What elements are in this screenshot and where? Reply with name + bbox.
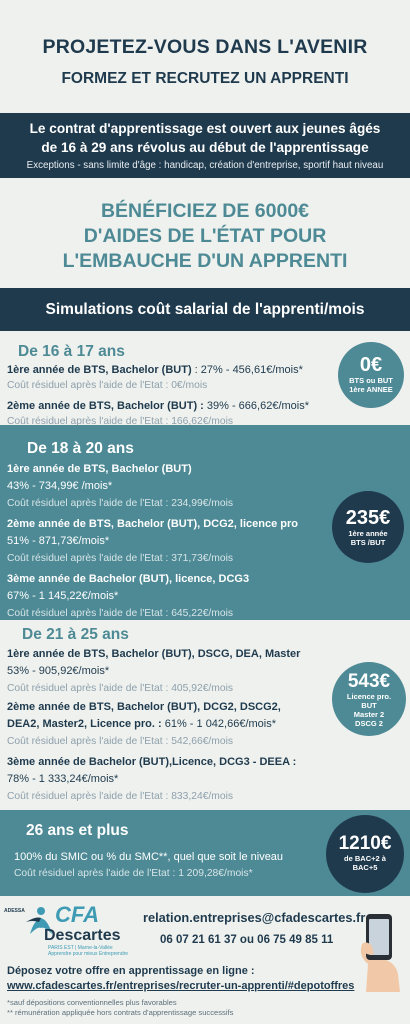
year-2-value: 61% - 1 042,66€/mois* [161,718,277,730]
year-2-line: 2ème année de BTS, Bachelor (BUT) : 39% … [7,400,309,412]
contact-email[interactable]: relation.entreprises@cfadescartes.fr [143,910,366,925]
badge-note: de BAC+2 à [344,854,386,863]
section-16-17: De 16 à 17 ans 1ère année de BTS, Bachel… [0,331,410,427]
badge-amount: 0€ [359,354,383,376]
contact-phone: 06 07 21 61 37 ou 06 75 49 85 11 [160,934,334,946]
year-2-label-b: DEA2, Master2, Licence pro. : [7,718,162,730]
hand-phone-icon [360,914,400,992]
badge-amount: 1210€ [338,833,392,854]
year-3-residual: Coût résiduel après l'aide de l'Etat : 6… [7,608,234,619]
logo-descartes: Descartes [44,927,121,944]
logo-cfa: CFA [55,902,99,927]
cfa-logo-icon [26,907,52,934]
year-2-residual: Coût résiduel après l'aide de l'Etat : 3… [7,553,234,564]
contract-exceptions: Exceptions - sans limite d'âge : handica… [26,160,384,171]
year-2-value: 51% - 871,73€/mois* [7,535,110,547]
badge-amount: 235€ [345,507,391,529]
year-1-label: 1ère année de BTS, Bachelor (BUT) [7,364,192,376]
footer [0,896,410,1024]
page-subtitle: FORMEZ ET RECRUTEZ UN APPRENTI [61,70,349,87]
logo-tagline: PARIS EST | Marne-la-Vallée Apprendre pou… [48,945,128,957]
badge-note: BUT [361,701,377,710]
badge-note: BTS /BUT [350,538,386,547]
smic-line: 100% du SMIC ou % du SMC**, quel que soi… [14,851,284,863]
footnote-2: ** rémunération appliquée hors contrats … [7,1008,234,1017]
year-3-label: 3ème année de Bachelor (BUT), licence, D… [7,573,250,585]
year-1-value: : 27% - 456,61€/mois* [191,364,303,376]
footnote-1: *sauf dépositions conventionnelles plus … [7,998,177,1007]
section-heading: De 16 à 17 ans [18,343,125,360]
deposit-offer-text: Déposez votre offre en apprentissage en … [7,965,255,977]
year-2-label: 2ème année de BTS, Bachelor (BUT), DCG2,… [7,701,281,713]
badge-note: BAC+5 [352,863,378,872]
state-aid-line-1: BÉNÉFICIEZ DE 6000€ [100,200,310,222]
header: PROJETEZ-VOUS DANS L'AVENIR FORMEZ ET RE… [0,0,410,113]
logo-tagline-1: PARIS EST | Marne-la-Vallée [48,945,113,951]
year-1-residual: Coût résiduel après l'aide de l'Etat : 0… [7,380,208,391]
badge-note: BTS ou BUT [349,376,393,385]
contract-line-2: de 16 à 29 ans révolus au début de l'app… [41,140,369,155]
section-26-plus: 26 ans et plus 100% du SMIC ou % du SMC*… [0,810,410,896]
year-3-label: 3ème année de Bachelor (BUT),Licence, DC… [7,756,297,768]
cost-badge: 1210€ de BAC+2 à BAC+5 [326,815,404,893]
section-heading: De 21 à 25 ans [22,626,129,643]
section-heading: De 18 à 20 ans [27,440,134,457]
year-3-residual: Coût résiduel après l'aide de l'Etat : 8… [7,791,234,802]
section-18-20: De 18 à 20 ans 1ère année de BTS, Bachel… [0,425,410,620]
badge-note: 1ère année [348,529,388,538]
year-1-residual: Coût résiduel après l'aide de l'Etat : 2… [7,498,234,509]
year-2-line-b: DEA2, Master2, Licence pro. : 61% - 1 04… [7,718,276,730]
contract-info-band: Le contrat d'apprentissage est ouvert au… [0,113,410,178]
year-2-residual: Coût résiduel après l'aide de l'Etat : 5… [7,736,234,747]
smic-residual: Coût résiduel après l'aide de l'Etat : 1… [14,868,253,879]
year-3-value: 78% - 1 333,24€/mois* [7,773,119,785]
year-1-residual: Coût résiduel après l'aide de l'Etat : 4… [7,683,234,694]
year-2-label: 2ème année de BTS, Bachelor (BUT), DCG2,… [7,518,298,530]
year-3-value: 67% - 1 145,22€/mois* [7,590,119,602]
state-aid-line-3: L'EMBAUCHE D'UN APPRENTI [62,250,348,272]
badge-note: Licence pro. [346,692,392,701]
cost-badge: 235€ 1ère année BTS /BUT [332,491,404,563]
year-2-label: 2ème année de BTS, Bachelor (BUT) : [7,400,204,412]
section-heading: 26 ans et plus [26,822,129,839]
contract-line-1: Le contrat d'apprentissage est ouvert au… [29,121,381,136]
badge-note: Master 2 [353,710,385,719]
year-1-value: 43% - 734,99€ /mois* [7,480,113,492]
year-1-label: 1ère année de BTS, Bachelor (BUT) [7,463,192,475]
year-1-line: 1ère année de BTS, Bachelor (BUT) : 27% … [7,364,303,376]
state-aid-line-2: D'AIDES DE L'ÉTAT POUR [83,225,327,247]
adessa-label: ADESSA [4,908,25,914]
year-1-value: 53% - 905,92€/mois* [7,665,110,677]
cost-badge: 543€ Licence pro. BUT Master 2 DSCG 2 [332,662,406,736]
deposit-offer-link[interactable]: www.cfadescartes.fr/entreprises/recruter… [7,980,355,992]
section-21-25: De 21 à 25 ans 1ère année de BTS, Bachel… [0,620,410,810]
year-2-value: 39% - 666,62€/mois* [203,400,309,412]
badge-note: 1ère ANNEE [349,385,393,394]
badge-amount: 543€ [347,671,391,692]
state-aid-banner: BÉNÉFICIEZ DE 6000€ D'AIDES DE L'ÉTAT PO… [0,178,410,288]
page-title: PROJETEZ-VOUS DANS L'AVENIR [42,36,368,58]
year-1-label: 1ère année de BTS, Bachelor (BUT), DSCG,… [7,648,301,660]
cost-badge: 0€ BTS ou BUT 1ère ANNEE [338,342,404,408]
logo-tagline-2: Apprendre pour mieux Entreprendre [48,951,129,957]
badge-note: DSCG 2 [355,719,383,728]
year-2-residual: Coût résiduel après l'aide de l'Etat : 1… [7,416,234,427]
simulations-title: Simulations coût salarial de l'apprenti/… [0,288,410,331]
